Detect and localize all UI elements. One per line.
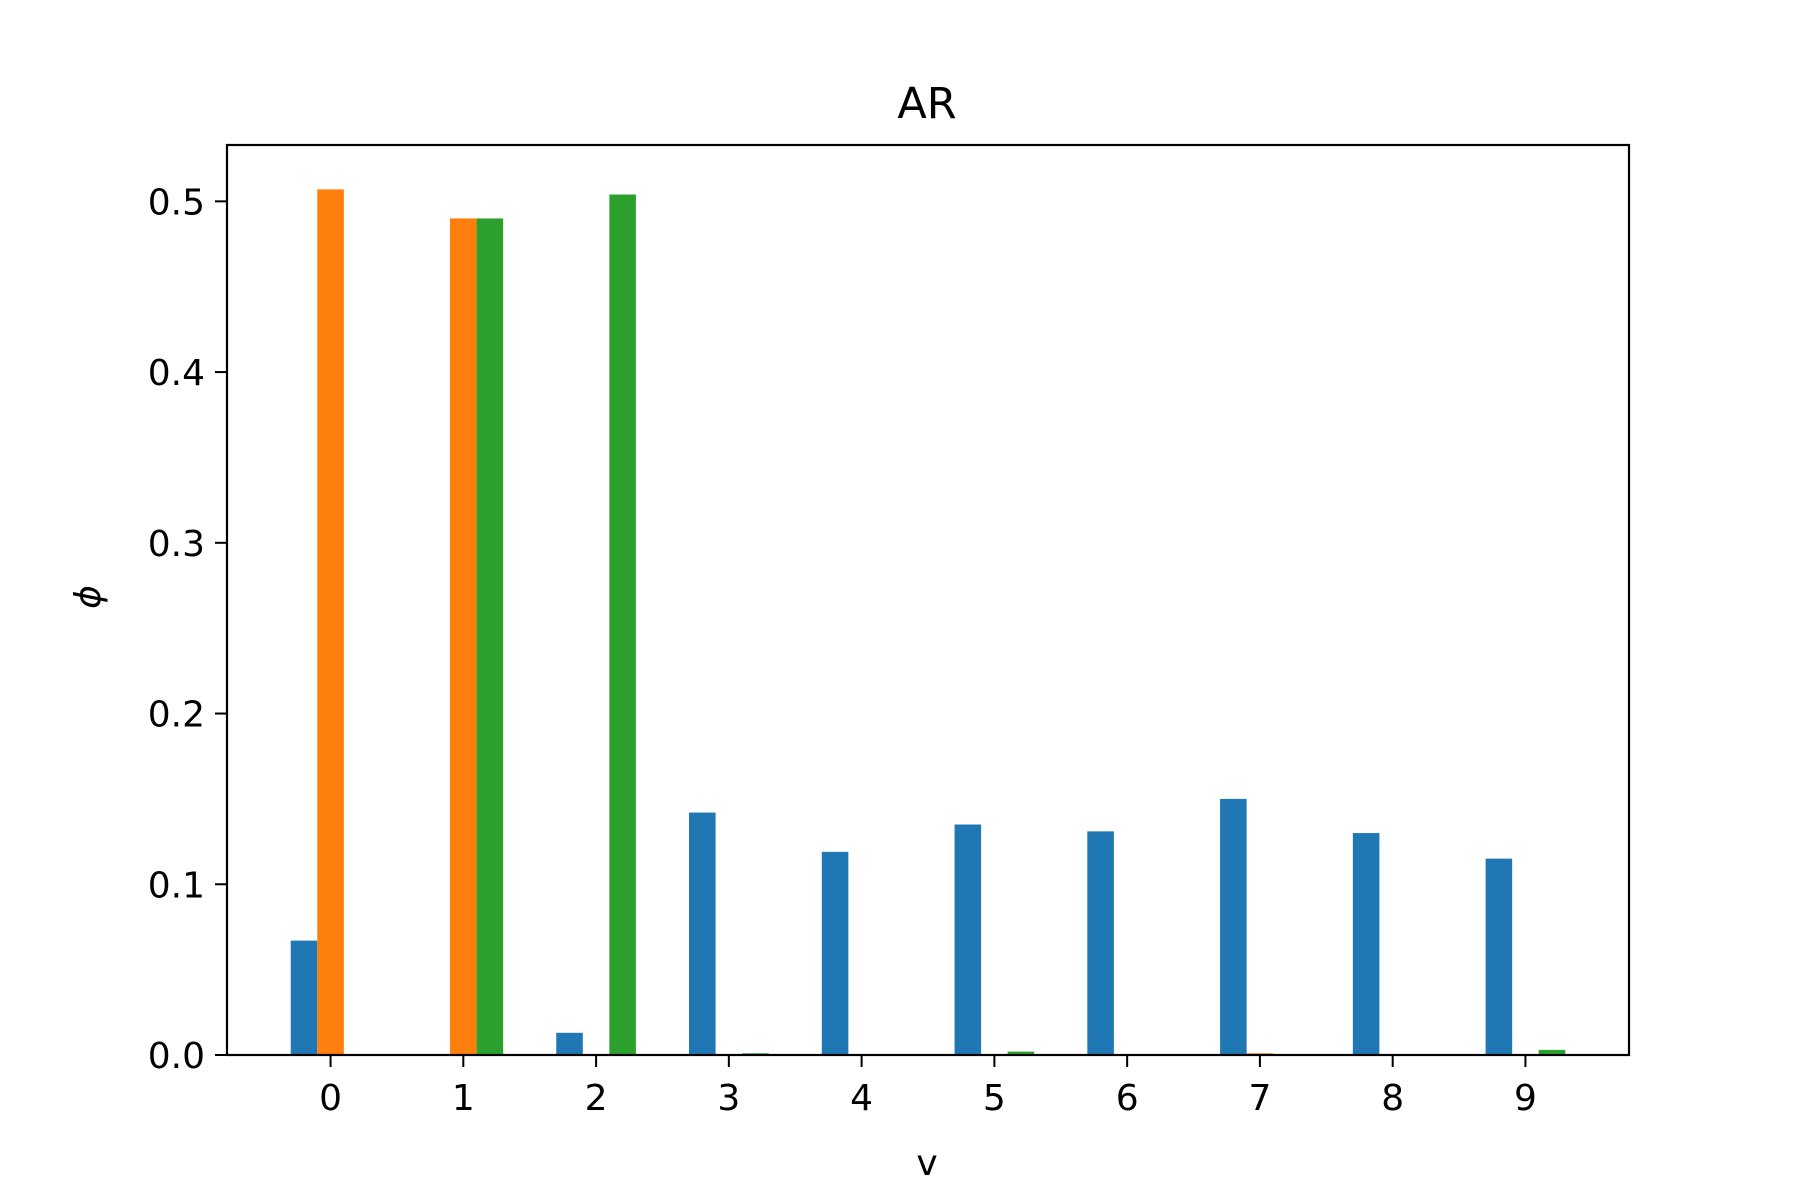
bar-series1-v2 [556,1032,583,1055]
bar-series1-v5 [954,824,982,1055]
y-tick-label: 0.1 [148,865,205,906]
x-axis-label: v [916,1143,937,1184]
bar-series1-v9 [1485,858,1513,1055]
y-tick-label: 0.5 [148,182,205,223]
x-tick-label: 2 [585,1078,608,1119]
y-tick-label: 0.0 [148,1036,205,1077]
x-tick-label: 9 [1514,1078,1537,1119]
x-tick-label: 3 [717,1078,740,1119]
plot-frame [225,143,1631,1057]
chart-title: AR [897,79,956,129]
bars-group [290,189,1566,1056]
y-tick-label: 0.2 [148,695,205,736]
bar-series1-v4 [821,851,849,1055]
bar-series1-v3 [689,812,716,1055]
x-tick-label: 1 [452,1078,475,1119]
y-tick-label: 0.3 [148,524,205,565]
x-tick-label: 7 [1248,1078,1271,1119]
x-tick-label: 8 [1381,1078,1404,1119]
y-axis-label: ϕ [68,585,109,609]
x-tick-label: 6 [1116,1078,1139,1119]
bar-series1-v7 [1220,798,1247,1055]
bar-series1-v8 [1352,833,1380,1055]
y-axis-ticks: 0.0 0.1 0.2 0.3 0.4 0.5 [148,182,227,1077]
bar-series3-v9 [1538,1049,1566,1055]
x-tick-label: 5 [983,1078,1006,1119]
bar-series3-v1 [476,218,504,1056]
bar-series3-v5 [1007,1051,1035,1055]
x-tick-label: 0 [319,1078,342,1119]
x-axis-ticks: 0 1 2 3 4 5 6 7 8 9 [319,1055,1537,1119]
x-tick-label: 4 [850,1078,873,1119]
bar-series2-v1 [450,218,477,1056]
bar-series2-v0 [317,189,344,1055]
y-tick-label: 0.4 [148,353,205,394]
bar-series3-v2 [609,194,636,1055]
bar-series1-v0 [290,940,318,1055]
bar-series1-v6 [1087,831,1114,1055]
